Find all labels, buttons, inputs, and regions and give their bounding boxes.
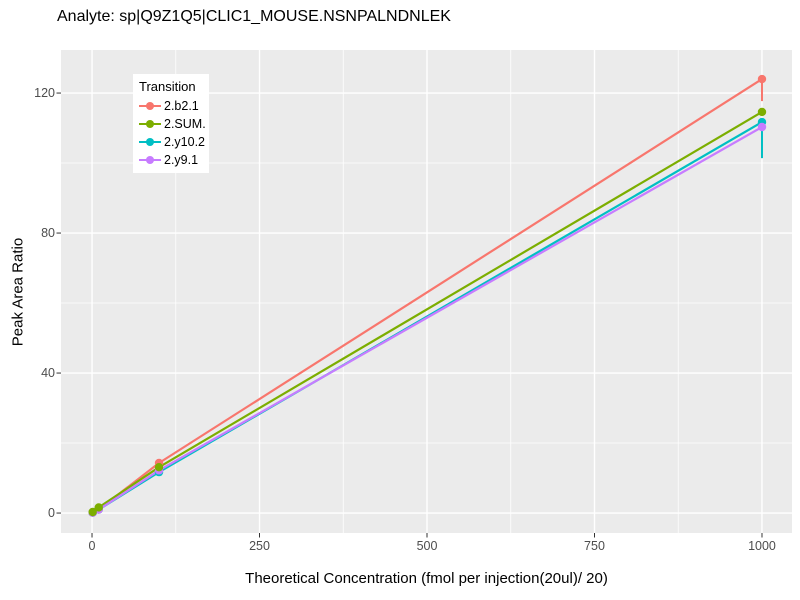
y-axis-title: Peak Area Ratio bbox=[9, 237, 27, 347]
legend-item-label: 2.y10.2 bbox=[164, 135, 206, 149]
legend-key-point bbox=[146, 102, 154, 110]
y-tick-label: 40 bbox=[41, 366, 55, 381]
y-tick-label: 80 bbox=[41, 226, 55, 241]
legend-key-icon bbox=[139, 135, 161, 149]
legend-item: 2.b2.1 bbox=[139, 97, 205, 115]
legend-key-icon bbox=[139, 117, 161, 131]
plot-title: Analyte: sp|Q9Z1Q5|CLIC1_MOUSE.NSNPALNDN… bbox=[57, 8, 451, 25]
point-2.SUM. bbox=[154, 463, 164, 472]
x-tick-label: 750 bbox=[584, 539, 605, 553]
x-axis-title: Theoretical Concentration (fmol per inje… bbox=[245, 570, 608, 587]
point-2.b2.1 bbox=[757, 74, 767, 84]
x-tick-label: 250 bbox=[249, 539, 270, 553]
y-tick-label: 120 bbox=[34, 86, 55, 101]
point-2.y9.1 bbox=[757, 122, 767, 132]
legend-key-point bbox=[146, 120, 154, 128]
x-tick-label: 1000 bbox=[748, 539, 776, 553]
legend-items: 2.b2.1 2.SUM. 2.y10.2 2.y9.1 bbox=[139, 97, 206, 169]
point-2.SUM. bbox=[94, 503, 103, 512]
legend-item-label: 2.y9.1 bbox=[164, 153, 199, 167]
legend: Transition 2.b2.1 2.SUM. 2.y10.2 2.y9.1 bbox=[133, 74, 209, 173]
legend-key-icon bbox=[139, 99, 161, 113]
legend-item: 2.SUM. bbox=[139, 115, 206, 133]
x-tick-label: 500 bbox=[416, 539, 438, 553]
legend-item: 2.y10.2 bbox=[139, 133, 205, 151]
y-tick-label: 0 bbox=[48, 506, 55, 521]
point-2.SUM. bbox=[757, 107, 767, 117]
x-tick-label: 0 bbox=[88, 539, 96, 553]
point-2.SUM. bbox=[88, 507, 97, 517]
legend-item-label: 2.b2.1 bbox=[164, 99, 199, 113]
legend-title: Transition bbox=[139, 79, 196, 94]
legend-key-icon bbox=[139, 153, 161, 167]
legend-key-point bbox=[146, 156, 154, 164]
legend-item: 2.y9.1 bbox=[139, 151, 205, 169]
legend-key-point bbox=[146, 138, 154, 146]
legend-item-label: 2.SUM. bbox=[164, 117, 206, 131]
